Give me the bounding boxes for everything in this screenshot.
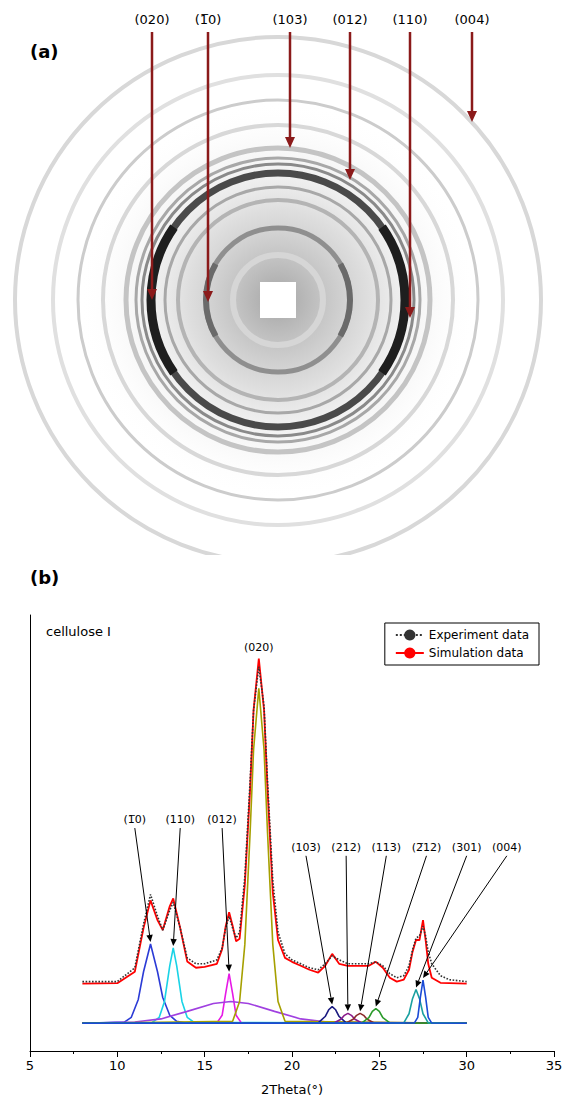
svg-text:Experiment data: Experiment data <box>429 628 529 642</box>
svg-text:(301): (301) <box>452 841 482 854</box>
svg-text:5: 5 <box>26 1058 34 1073</box>
svg-text:15: 15 <box>196 1058 213 1073</box>
svg-text:(020): (020) <box>135 12 170 27</box>
svg-text:2Theta(°): 2Theta(°) <box>261 1082 323 1097</box>
svg-text:Simulation data: Simulation data <box>429 646 524 660</box>
svg-text:(103): (103) <box>291 841 321 854</box>
svg-text:(103): (103) <box>273 12 308 27</box>
svg-text:(b): (b) <box>30 567 59 588</box>
svg-text:(004): (004) <box>492 841 522 854</box>
svg-text:(1̅0): (1̅0) <box>195 12 222 27</box>
svg-text:30: 30 <box>458 1058 475 1073</box>
svg-text:(212): (212) <box>331 841 361 854</box>
svg-text:(004): (004) <box>455 12 490 27</box>
svg-text:(110): (110) <box>165 813 195 826</box>
svg-text:10: 10 <box>109 1058 126 1073</box>
svg-text:25: 25 <box>371 1058 388 1073</box>
svg-text:20: 20 <box>284 1058 301 1073</box>
svg-text:(020): (020) <box>244 641 274 654</box>
svg-text:(113): (113) <box>372 841 402 854</box>
svg-text:35: 35 <box>546 1058 563 1073</box>
svg-text:(a): (a) <box>30 41 59 62</box>
svg-text:(1̅0): (1̅0) <box>124 813 147 826</box>
svg-text:(2̅12): (2̅12) <box>412 841 442 854</box>
svg-text:(110): (110) <box>393 12 428 27</box>
svg-text:(012): (012) <box>207 813 237 826</box>
svg-text:cellulose I: cellulose I <box>46 624 111 639</box>
svg-text:(012): (012) <box>333 12 368 27</box>
